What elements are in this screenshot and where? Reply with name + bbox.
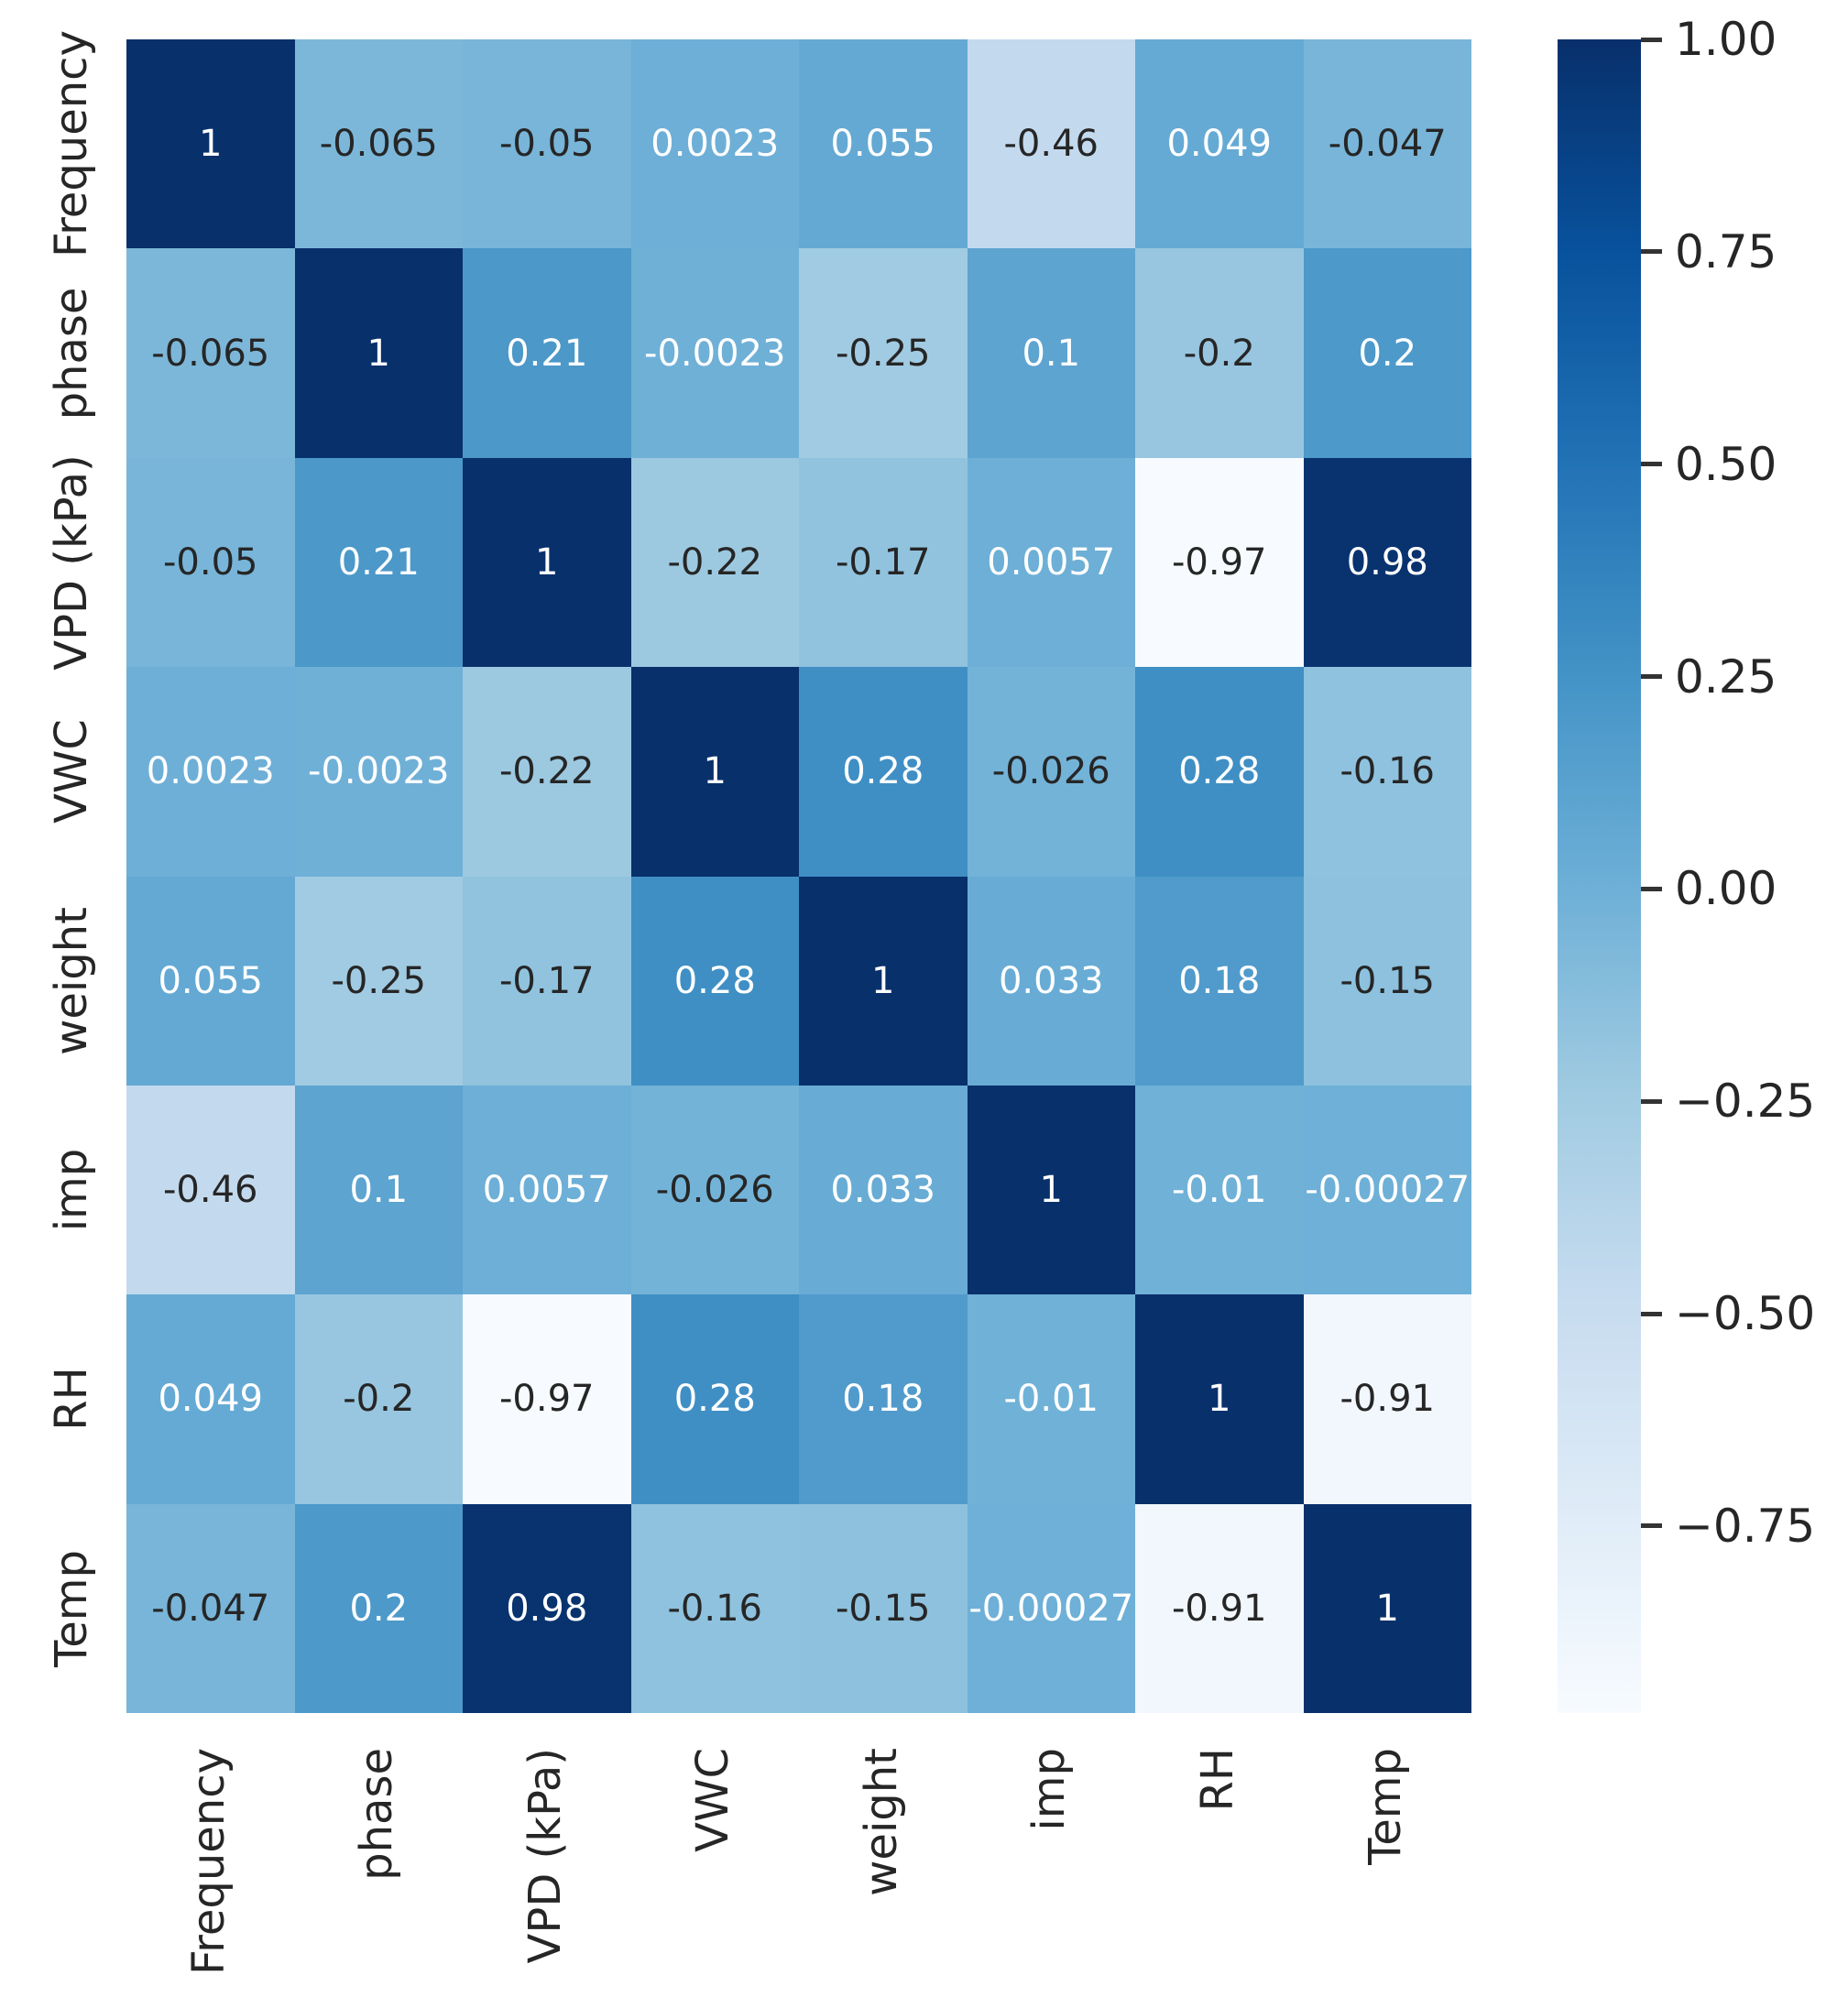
heatmap-cell: 0.0023 — [630, 39, 799, 249]
heatmap-cell: -0.2 — [294, 1294, 463, 1504]
heatmap-grid: 1 -0.065 -0.05 0.0023 0.055 -0.46 0.049 -0.047-… — [126, 39, 1471, 1713]
heatmap-cell: -0.46 — [126, 1085, 295, 1295]
x-tick-label: weight — [855, 1748, 907, 1896]
heatmap-cell: 0.28 — [630, 1294, 799, 1504]
heatmap-cell: -0.00027 — [967, 1503, 1135, 1713]
colorbar-tick-label: 0.00 — [1675, 862, 1777, 916]
heatmap-cell: 1 — [799, 876, 968, 1086]
colorbar-tick-mark — [1641, 886, 1662, 891]
heatmap-cell: -0.0023 — [630, 248, 799, 458]
heatmap-cell: 0.049 — [1135, 39, 1304, 249]
heatmap-cell: 0.2 — [1303, 248, 1471, 458]
heatmap-cell: 0.98 — [1303, 457, 1471, 668]
colorbar-tick-label: −0.50 — [1675, 1287, 1816, 1341]
heatmap-cell: -0.065 — [294, 39, 463, 249]
heatmap-cell: -0.2 — [1135, 248, 1304, 458]
heatmap-cell: -0.16 — [630, 1503, 799, 1713]
colorbar-tick-mark — [1641, 249, 1662, 255]
heatmap-cell: 0.18 — [1135, 876, 1304, 1086]
heatmap-cell: -0.15 — [799, 1503, 968, 1713]
heatmap-cell: -0.026 — [630, 1085, 799, 1295]
heatmap-cell: 0.2 — [294, 1503, 463, 1713]
colorbar-tick-mark — [1641, 674, 1662, 680]
x-tick-label: RH — [1191, 1748, 1243, 1812]
heatmap-cell: 1 — [294, 248, 463, 458]
heatmap-cell: 1 — [126, 39, 295, 249]
y-tick-label: weight — [46, 906, 97, 1055]
heatmap-cell: -0.026 — [967, 667, 1135, 877]
heatmap-cell: -0.91 — [1135, 1503, 1304, 1713]
heatmap-cell: -0.97 — [1135, 457, 1304, 668]
colorbar-tick-label: 1.00 — [1675, 13, 1777, 66]
heatmap-cell: -0.25 — [294, 876, 463, 1086]
y-tick-label: VPD (kPa) — [46, 454, 97, 671]
heatmap-cell: -0.01 — [1135, 1085, 1304, 1295]
y-tick-label: RH — [46, 1367, 97, 1432]
heatmap-cell: -0.16 — [1303, 667, 1471, 877]
heatmap-cell: -0.05 — [126, 457, 295, 668]
heatmap-cell: 0.98 — [463, 1503, 631, 1713]
heatmap-cell: -0.17 — [463, 876, 631, 1086]
heatmap-cell: -0.047 — [1303, 39, 1471, 249]
colorbar-tick-label: 0.25 — [1675, 649, 1777, 704]
heatmap-cell: 0.0023 — [126, 667, 295, 877]
heatmap-cell: 0.1 — [967, 248, 1135, 458]
heatmap-cell: 0.21 — [294, 457, 463, 668]
y-tick-label: phase — [46, 287, 97, 420]
colorbar-gradient — [1558, 39, 1641, 1713]
heatmap-cell: 0.049 — [126, 1294, 295, 1504]
colorbar-tick-label: 0.50 — [1675, 437, 1777, 491]
heatmap-cell: 0.28 — [1135, 667, 1304, 877]
heatmap-cell: -0.17 — [799, 457, 968, 668]
colorbar-tick-mark — [1641, 462, 1662, 467]
heatmap-cell: -0.15 — [1303, 876, 1471, 1086]
x-tick-label: Frequency — [182, 1748, 235, 1975]
x-tick-label: phase — [351, 1748, 403, 1881]
heatmap-cell: 0.033 — [799, 1085, 968, 1295]
heatmap-cell: 0.1 — [294, 1085, 463, 1295]
heatmap-cell: 0.28 — [799, 667, 968, 877]
heatmap-cell: 0.055 — [126, 876, 295, 1086]
heatmap-cell: 1 — [630, 667, 799, 877]
heatmap-cell: 1 — [1135, 1294, 1304, 1504]
heatmap-cell: 0.0057 — [463, 1085, 631, 1295]
colorbar-tick-mark — [1641, 37, 1662, 42]
colorbar-tick-mark — [1641, 1523, 1662, 1529]
heatmap-cell: 0.0057 — [967, 457, 1135, 668]
heatmap-cell: 0.18 — [799, 1294, 968, 1504]
heatmap-cell: 0.055 — [799, 39, 968, 249]
heatmap-cell: -0.22 — [463, 667, 631, 877]
heatmap-cell: -0.25 — [799, 248, 968, 458]
colorbar-tick-mark — [1641, 1311, 1662, 1316]
heatmap-cell: -0.05 — [463, 39, 631, 249]
colorbar-tick-label: 0.75 — [1675, 224, 1777, 278]
y-tick-label: Frequency — [46, 30, 97, 258]
heatmap-cell: 1 — [463, 457, 631, 668]
x-tick-label: VPD (kPa) — [519, 1748, 571, 1964]
heatmap-cell: -0.97 — [463, 1294, 631, 1504]
heatmap-cell: -0.00027 — [1303, 1085, 1471, 1295]
x-tick-label: VWC — [687, 1748, 739, 1852]
heatmap-cell: 0.21 — [463, 248, 631, 458]
heatmap-cell: 1 — [967, 1085, 1135, 1295]
heatmap-cell: -0.047 — [126, 1503, 295, 1713]
heatmap-cell: -0.91 — [1303, 1294, 1471, 1504]
heatmap-cell: -0.065 — [126, 248, 295, 458]
heatmap-cell: 1 — [1303, 1503, 1471, 1713]
x-tick-label: imp — [1023, 1748, 1076, 1831]
heatmap-cell: -0.46 — [967, 39, 1135, 249]
colorbar-tick-label: −0.75 — [1675, 1499, 1816, 1553]
y-tick-label: VWC — [46, 719, 97, 824]
x-tick-label: Temp — [1360, 1748, 1412, 1865]
colorbar-tick-label: −0.25 — [1675, 1075, 1816, 1129]
heatmap-cell: -0.01 — [967, 1294, 1135, 1504]
heatmap-cell: -0.0023 — [294, 667, 463, 877]
y-tick-label: Temp — [46, 1549, 97, 1667]
heatmap-cell: -0.22 — [630, 457, 799, 668]
colorbar-tick-mark — [1641, 1098, 1662, 1104]
heatmap-cell: 0.28 — [630, 876, 799, 1086]
y-tick-label: imp — [46, 1148, 97, 1232]
heatmap-cell: 0.033 — [967, 876, 1135, 1086]
